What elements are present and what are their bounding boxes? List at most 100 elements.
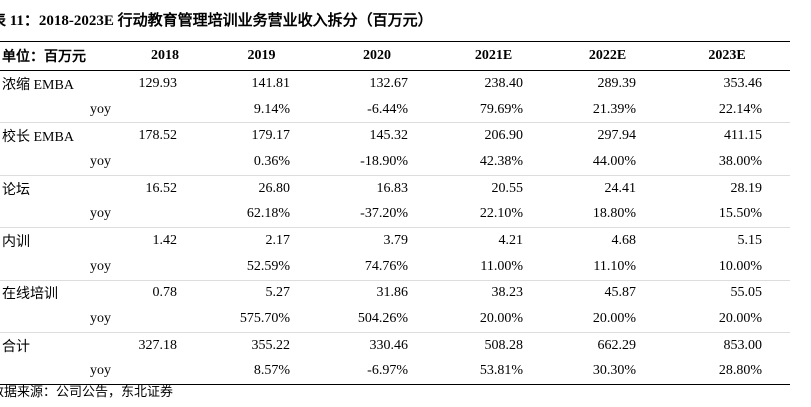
cell: 353.46 xyxy=(723,75,763,91)
cell: 53.81% xyxy=(436,358,551,386)
cell: 289.39 xyxy=(597,75,637,91)
cell: 355.22 xyxy=(251,337,291,353)
cell: 31.86 xyxy=(376,285,409,301)
cell: 28.80% xyxy=(664,358,790,386)
cell: 62.18% xyxy=(205,201,318,229)
cell: 79.69% xyxy=(436,96,551,124)
cell: 28.19 xyxy=(730,180,763,196)
cell: 206.90 xyxy=(484,128,524,144)
cell: 129.93 xyxy=(138,75,178,91)
cell: 24.41 xyxy=(604,180,637,196)
cell: 10.00% xyxy=(664,253,790,281)
value-row: 在线培训 0.78 5.27 31.86 38.23 45.87 55.05 xyxy=(0,280,790,306)
cell: 20.00% xyxy=(664,306,790,333)
yoy-row: yoy 9.14% -6.44% 79.69% 21.39% 22.14% xyxy=(0,96,790,124)
header-cell: 2018 xyxy=(125,41,205,71)
cell: 4.21 xyxy=(498,232,524,248)
cell: 38.23 xyxy=(491,285,524,301)
cell xyxy=(125,358,205,386)
cell: 1.42 xyxy=(152,232,178,248)
cell: 16.52 xyxy=(145,180,178,196)
cell xyxy=(125,201,205,229)
cell: 179.17 xyxy=(251,128,291,144)
value-row: 校长 EMBA 178.52 179.17 145.32 206.90 297.94 411… xyxy=(0,123,790,149)
cell: 30.30% xyxy=(551,358,664,386)
header-cell: 2020 xyxy=(318,41,436,71)
cell: 0.78 xyxy=(152,285,178,301)
cell: 15.50% xyxy=(664,201,790,229)
cell xyxy=(125,306,205,333)
cell: 297.94 xyxy=(597,128,637,144)
cell: 45.87 xyxy=(604,285,637,301)
cell: 22.10% xyxy=(436,201,551,229)
value-row: 论坛 16.52 26.80 16.83 20.55 24.41 28.19 xyxy=(0,175,790,201)
cell: -6.44% xyxy=(318,96,436,124)
cell: 9.14% xyxy=(205,96,318,124)
cell: 16.83 xyxy=(376,180,409,196)
cell: 178.52 xyxy=(138,128,178,144)
cell xyxy=(125,96,205,124)
value-row: 内训 1.42 2.17 3.79 4.21 4.68 5.15 xyxy=(0,228,790,254)
cell: 11.00% xyxy=(436,253,551,281)
cell: 20.00% xyxy=(551,306,664,333)
cell xyxy=(125,253,205,281)
cell: 44.00% xyxy=(551,149,664,176)
cell: -18.90% xyxy=(318,149,436,176)
cell: 145.32 xyxy=(369,128,409,144)
cell: 132.67 xyxy=(369,75,409,91)
cell: 0.36% xyxy=(205,149,318,176)
yoy-row: yoy 62.18% -37.20% 22.10% 18.80% 15.50% xyxy=(0,201,790,229)
yoy-row: yoy 0.36% -18.90% 42.38% 44.00% 38.00% xyxy=(0,149,790,176)
cell: 22.14% xyxy=(664,96,790,124)
table-body: 浓缩 EMBA 129.93 141.81 132.67 238.40 289.39 353… xyxy=(0,71,790,386)
cell: 853.00 xyxy=(723,337,763,353)
cell: 11.10% xyxy=(551,253,664,281)
yoy-row: yoy 8.57% -6.97% 53.81% 30.30% 28.80% xyxy=(0,358,790,386)
cell: 38.00% xyxy=(664,149,790,176)
row-label: 内训 xyxy=(2,234,30,250)
cell: -6.97% xyxy=(318,358,436,386)
row-label: yoy xyxy=(0,96,125,124)
header-cell: 2021E xyxy=(436,41,551,71)
row-label: 合计 xyxy=(2,339,30,355)
cell: 327.18 xyxy=(138,337,178,353)
header-row: 单位：百万元 2018 2019 2020 2021E 2022E 2023E xyxy=(0,41,790,71)
cell: 74.76% xyxy=(318,253,436,281)
cell: 2.17 xyxy=(265,232,291,248)
row-label: 浓缩 EMBA xyxy=(2,77,74,93)
cell: 411.15 xyxy=(724,128,762,144)
yoy-row: yoy 575.70% 504.26% 20.00% 20.00% 20.00% xyxy=(0,306,790,333)
row-label: yoy xyxy=(0,149,125,176)
row-label: 在线培训 xyxy=(2,287,58,303)
row-label: yoy xyxy=(0,358,125,386)
cell: 20.55 xyxy=(491,180,524,196)
cell: -37.20% xyxy=(318,201,436,229)
cell: 5.27 xyxy=(265,285,291,301)
cell: 26.80 xyxy=(258,180,291,196)
value-row: 合计 327.18 355.22 330.46 508.28 662.29 853.00 xyxy=(0,332,790,358)
cell: 3.79 xyxy=(383,232,409,248)
cell: 21.39% xyxy=(551,96,664,124)
cell: 5.15 xyxy=(737,232,763,248)
table-title: 表 11：2018-2023E 行动教育管理培训业务营业收入拆分（百万元） xyxy=(0,13,433,29)
header-cell: 2019 xyxy=(205,41,318,71)
source-note: 数据来源：公司公告，东北证券 xyxy=(0,384,174,399)
value-row: 浓缩 EMBA 129.93 141.81 132.67 238.40 289.39 353… xyxy=(0,71,790,97)
cell: 8.57% xyxy=(205,358,318,386)
cell: 55.05 xyxy=(730,285,763,301)
data-table: 单位：百万元 2018 2019 2020 2021E 2022E 2023E 浓缩 EMB… xyxy=(0,41,790,386)
cell: 141.81 xyxy=(251,75,291,91)
cell: 42.38% xyxy=(436,149,551,176)
row-label: 论坛 xyxy=(2,182,30,198)
cell xyxy=(125,149,205,176)
row-label: yoy xyxy=(0,201,125,229)
cell: 662.29 xyxy=(597,337,637,353)
cell: 4.68 xyxy=(611,232,637,248)
header-cell: 2022E xyxy=(551,41,664,71)
cell: 20.00% xyxy=(436,306,551,333)
cell: 504.26% xyxy=(318,306,436,333)
header-cell: 单位：百万元 xyxy=(0,41,125,71)
cell: 508.28 xyxy=(484,337,524,353)
row-label: 校长 EMBA xyxy=(2,130,74,146)
